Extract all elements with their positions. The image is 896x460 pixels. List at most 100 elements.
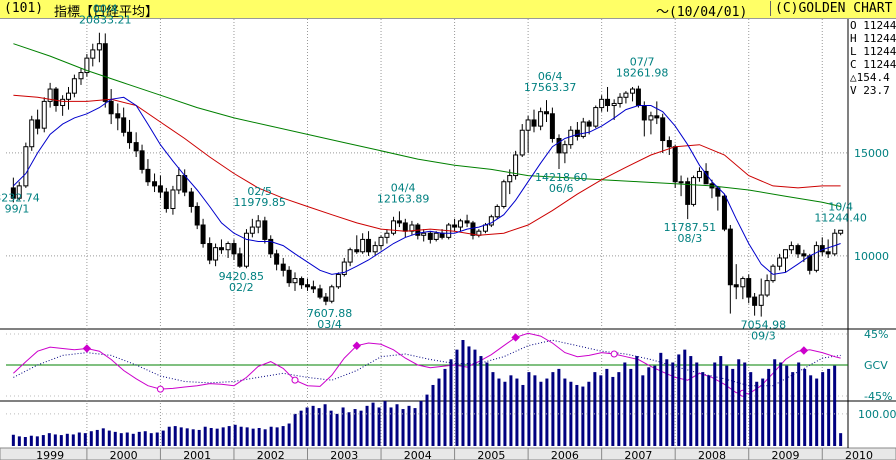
osc-tick-2: -45% [864,390,892,403]
annotation-a10-line2: 08/3 [678,232,703,245]
candle-body-108 [672,146,678,183]
volume-bar-64 [395,404,399,446]
candle-body-3 [29,119,35,148]
candle-body-15 [102,43,108,102]
volume-bar-9 [65,433,69,446]
volume-bar-0 [11,434,15,446]
candle-body-106 [660,117,666,142]
volume-bar-49 [305,407,309,446]
candle-body-78 [488,216,494,226]
candle-body-129 [801,253,807,257]
volume-bar-90 [551,372,555,446]
candle-body-83 [519,129,525,156]
candle-body-74 [464,220,470,224]
candle-body-50 [317,288,323,298]
volume-bar-37 [233,424,237,446]
annotation-a5-line1: 7607.88 [307,307,353,320]
osc-tick-1: GCV [864,359,888,372]
volume-bar-114 [695,362,699,446]
candle-body-127 [788,245,794,251]
volume-bar-71 [437,378,441,446]
annotation-a7-line2: 17563.37 [524,81,577,94]
candle-body-31 [200,224,206,245]
volume-bar-125 [761,378,765,446]
candle-body-81 [507,175,513,183]
candle-body-124 [770,265,776,282]
volume-bar-10 [71,434,75,446]
annotation-a3-line1: 9420.85 [219,270,265,283]
ma-long-line [13,43,841,207]
volume-bar-52 [323,404,327,446]
volume-bar-6 [47,433,51,446]
candle-body-117 [727,228,733,286]
volume-bar-132 [803,368,807,446]
volume-bar-117 [713,362,717,446]
annotation-a7-line1: 06/4 [538,70,563,83]
candle-body-61 [384,232,390,238]
candle-body-134 [832,232,838,255]
annotation-a11-line2: 09/3 [751,330,776,343]
volume-bar-101 [617,372,621,446]
x-tick-label-2005: 2005 [477,449,505,460]
candle-body-96 [599,98,605,109]
annotation-a3-line2: 02/2 [229,281,254,294]
candle-body-18 [121,117,127,133]
candle-body-102 [635,88,641,107]
candle-body-121 [752,296,758,306]
volume-bar-25 [161,430,165,446]
volume-bar-1 [17,436,21,446]
candle-body-0 [10,187,16,199]
osc-marker-down-0 [156,385,164,393]
volume-bar-3 [29,435,33,446]
volume-bar-43 [269,426,273,446]
candle-body-41 [262,220,268,240]
volume-bar-127 [773,359,777,446]
volume-bar-89 [545,378,549,446]
candle-body-135 [838,229,844,234]
candle-body-2 [23,146,29,187]
volume-bar-86 [527,372,531,446]
candle-body-64 [402,222,408,232]
volume-bar-63 [389,407,393,446]
volume-bar-41 [257,428,261,446]
volume-bar-133 [809,375,813,446]
osc-line [13,332,841,395]
annotation-a2-line2: 20833.21 [79,14,132,27]
candle-body-32 [207,243,213,261]
candle-body-70 [439,232,445,238]
volume-bar-16 [107,430,111,446]
volume-tick: 100.00 [858,408,896,421]
volume-bar-12 [83,433,87,446]
candle-body-122 [758,294,764,306]
x-tick-label-2008: 2008 [698,449,726,460]
volume-bar-95 [581,386,585,446]
volume-bar-11 [77,432,81,446]
x-tick-label-2007: 2007 [624,449,652,460]
candle-body-44 [280,263,286,271]
candle-body-24 [157,185,163,193]
candle-body-84 [525,119,531,131]
annotation-a12-line1: 10/4 [828,200,853,213]
volume-bar-74 [455,349,459,446]
x-tick-label-2002: 2002 [257,449,285,460]
volume-bar-76 [467,346,471,446]
candle-body-47 [299,278,305,286]
candle-body-43 [274,253,280,265]
candle-body-80 [501,181,507,207]
candle-body-79 [494,205,500,218]
candle-body-12 [84,57,90,74]
ohlc-readout: O 11244 H 11244 L 11244 C 11244 △154.4 V… [850,19,896,97]
candle-body-101 [630,88,636,94]
candle-body-26 [170,189,176,210]
volume-bar-134 [815,378,819,446]
candle-body-113 [703,170,709,185]
candle-body-105 [654,115,660,119]
volume-bar-122 [743,362,747,446]
candle-body-22 [145,168,151,183]
candle-body-21 [139,150,145,170]
candle-body-100 [623,92,629,98]
volume-bar-83 [509,375,513,446]
volume-bar-19 [125,432,129,446]
candle-body-16 [108,100,114,115]
volume-bar-85 [521,384,525,446]
